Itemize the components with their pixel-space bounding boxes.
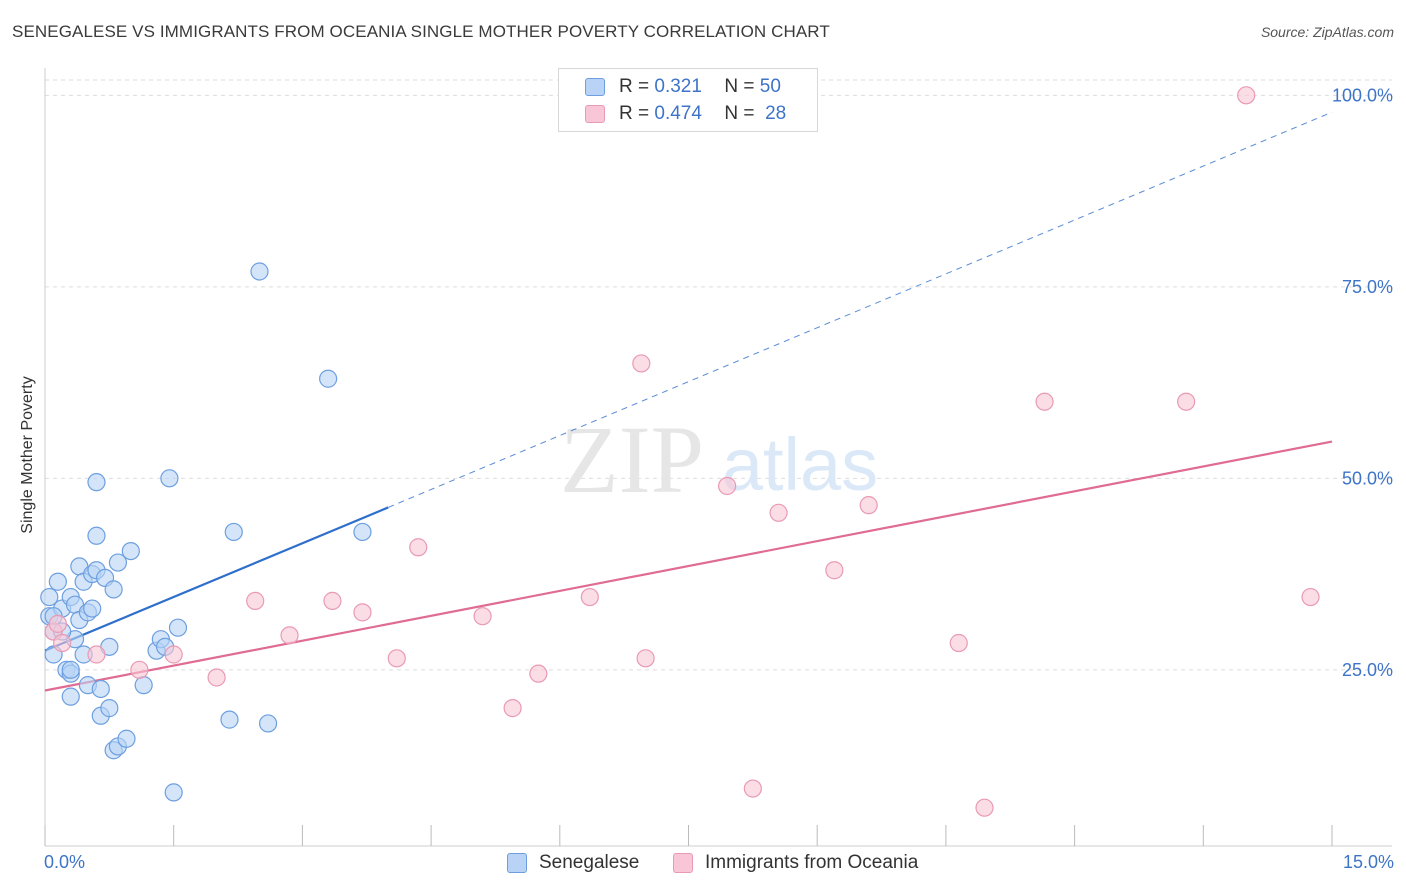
oceania-point — [718, 476, 737, 496]
oceania-point — [207, 668, 226, 687]
oceania-point — [280, 626, 299, 645]
senegalese-point — [353, 522, 372, 542]
legend-r-label: R = — [619, 76, 650, 97]
y-tick-label: 75.0% — [1342, 277, 1393, 297]
oceania-point — [1301, 587, 1320, 607]
senegalese-point — [160, 469, 179, 488]
oceania-point — [859, 496, 878, 515]
legend-label-oceania: Immigrants from Oceania — [705, 852, 919, 873]
y-tick-labels: 25.0% 50.0% 75.0% 100.0% — [1332, 85, 1393, 680]
oceania-trend-line — [44, 440, 1333, 692]
legend-n-value: 50 — [759, 76, 781, 97]
oceania-point — [323, 591, 342, 610]
legend-item-oceania: Immigrants from Oceania — [673, 852, 918, 874]
legend-swatch-blue — [507, 853, 527, 873]
oceania-point — [87, 645, 106, 664]
oceania-point — [164, 645, 183, 664]
axes — [44, 68, 1392, 847]
legend-r-value: 0.321 — [654, 76, 702, 97]
chart-title: SENEGALESE VS IMMIGRANTS FROM OCEANIA SI… — [12, 22, 830, 41]
source-label: Source: ZipAtlas.com — [1260, 24, 1394, 40]
oceania-point — [1177, 392, 1196, 411]
oceania-point — [387, 649, 406, 668]
senegalese-point — [48, 572, 67, 591]
legend-swatch-pink — [585, 105, 605, 123]
watermark-atlas: atlas — [722, 423, 878, 506]
stats-legend: R = 0.321 N = 50 R = 0.474 N = 28 — [558, 68, 818, 132]
senegalese-point — [220, 710, 239, 729]
senegalese-point — [319, 369, 338, 388]
grid-lines — [45, 79, 1392, 671]
legend-item-senegalese: Senegalese — [507, 852, 639, 874]
senegalese-point — [100, 699, 119, 718]
legend-label-senegalese: Senegalese — [539, 852, 640, 873]
senegalese-point — [117, 729, 136, 748]
trend-lines — [44, 111, 1333, 692]
legend-n-label: N = — [724, 103, 755, 124]
oceania-point — [975, 798, 994, 817]
oceania-point — [949, 633, 968, 653]
oceania-point — [825, 561, 844, 580]
senegalese-point — [87, 526, 106, 545]
senegalese-point — [258, 714, 278, 733]
oceania-point — [529, 664, 548, 683]
oceania-point — [1035, 392, 1054, 411]
legend-r-value: 0.474 — [654, 103, 702, 124]
oceania-point — [48, 614, 67, 633]
oceania-point — [632, 354, 651, 373]
senegalese-point — [134, 676, 153, 695]
oceania-point — [409, 538, 428, 557]
watermark: ZIP atlas — [560, 406, 878, 513]
oceania-point — [246, 591, 265, 610]
oceania-point — [580, 587, 599, 607]
x-tick-label-min: 0.0% — [44, 852, 86, 872]
legend-n-value: 28 — [765, 103, 787, 124]
oceania-point — [473, 607, 492, 626]
oceania-point — [1237, 86, 1256, 105]
y-tick-label: 50.0% — [1342, 468, 1393, 488]
senegalese-point — [91, 679, 110, 699]
senegalese-point — [87, 473, 106, 492]
oceania-point — [353, 603, 372, 622]
watermark-zip: ZIP — [560, 406, 704, 513]
y-tick-label: 25.0% — [1342, 660, 1393, 680]
senegalese-point — [250, 262, 269, 281]
x-tick-label-max: 15.0% — [1342, 852, 1394, 872]
legend-row-oceania: R = 0.474 N = 28 — [585, 102, 786, 126]
legend-swatch-pink — [673, 853, 693, 873]
senegalese-point — [61, 660, 80, 679]
senegalese-trend-extension — [388, 111, 1333, 508]
senegalese-point — [224, 522, 243, 542]
oceania-point — [53, 633, 72, 653]
senegalese-point — [61, 687, 80, 706]
legend-n-label: N = — [724, 76, 755, 97]
legend-r-label: R = — [619, 103, 650, 124]
series-legend: Senegalese Immigrants from Oceania — [0, 852, 1406, 878]
senegalese-point — [108, 553, 128, 572]
oceania-point — [503, 699, 522, 718]
senegalese-point — [104, 580, 123, 599]
oceania-point — [743, 779, 762, 798]
oceania-point — [130, 660, 149, 679]
senegalese-point — [164, 783, 183, 802]
senegalese-point — [121, 541, 140, 561]
senegalese-point — [83, 599, 102, 618]
y-tick-label: 100.0% — [1332, 85, 1393, 105]
legend-swatch-blue — [585, 78, 605, 96]
data-points — [40, 86, 1320, 817]
senegalese-point — [168, 618, 188, 637]
oceania-point — [769, 503, 788, 522]
legend-row-senegalese: R = 0.321 N = 50 — [585, 75, 781, 99]
senegalese-point — [40, 587, 59, 607]
oceania-point — [636, 649, 655, 668]
senegalese-trend-line — [44, 506, 389, 652]
